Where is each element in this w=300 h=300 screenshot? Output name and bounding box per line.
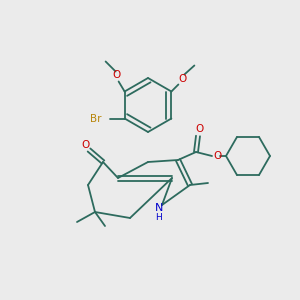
Text: O: O [112, 70, 121, 80]
Text: H: H [156, 212, 162, 221]
Text: Br: Br [90, 113, 102, 124]
Text: O: O [81, 140, 89, 150]
Text: O: O [195, 124, 203, 134]
Text: O: O [214, 151, 222, 161]
Text: O: O [178, 74, 187, 83]
Text: N: N [155, 203, 163, 213]
